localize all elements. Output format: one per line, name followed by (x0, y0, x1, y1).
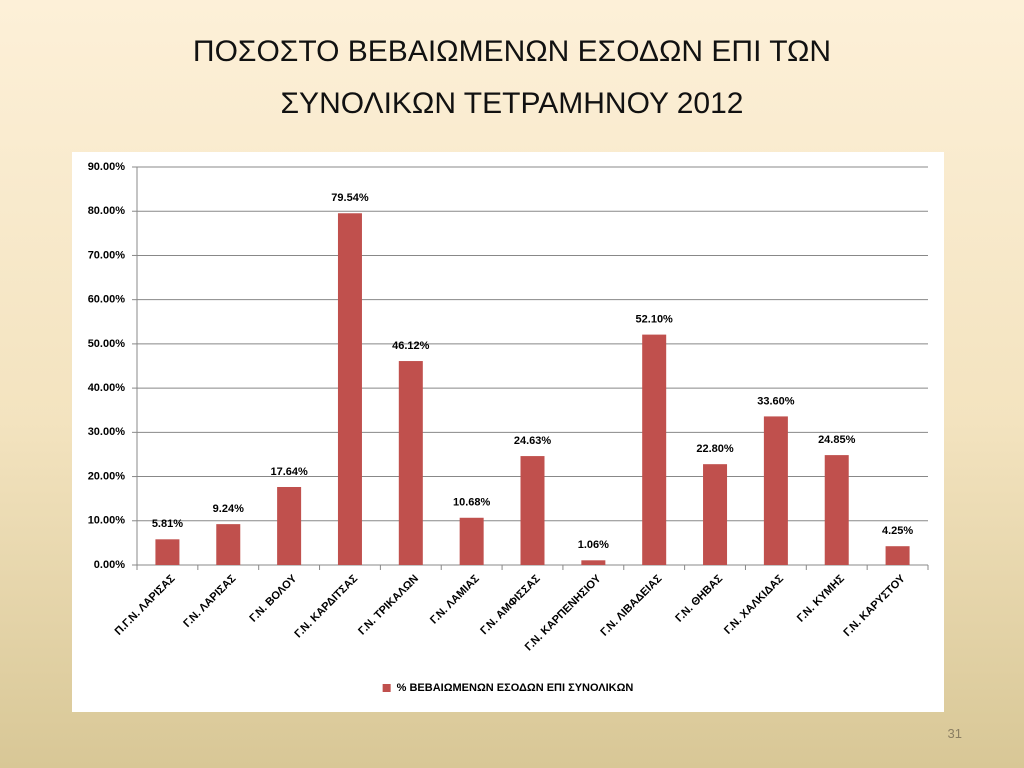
y-tick-label: 90.00% (88, 161, 126, 173)
bar (763, 416, 788, 565)
y-tick-label: 40.00% (88, 382, 126, 394)
y-tick-label: 0.00% (94, 559, 125, 571)
bar (216, 524, 241, 565)
bar (520, 456, 545, 565)
bar (398, 361, 423, 565)
slide-number: 31 (947, 726, 962, 741)
y-tick-label: 10.00% (88, 515, 126, 527)
bar (642, 334, 667, 565)
data-label: 24.85% (818, 434, 856, 446)
legend-swatch (382, 684, 391, 692)
data-label: 79.54% (331, 192, 369, 204)
bar (581, 560, 606, 565)
bar (155, 539, 180, 565)
data-label: 52.10% (636, 314, 674, 326)
data-label: 1.06% (578, 539, 609, 551)
data-label: 22.80% (696, 443, 734, 455)
data-label: 24.63% (514, 435, 552, 447)
y-tick-label: 50.00% (88, 338, 126, 350)
bar (337, 213, 362, 565)
bar (277, 486, 302, 565)
y-tick-label: 30.00% (88, 426, 126, 438)
y-tick-label: 20.00% (88, 470, 126, 482)
legend-label: % ΒΕΒΑΙΩΜΕΝΩΝ ΕΣΟΔΩΝ ΕΠΙ ΣΥΝΟΛΙΚΩΝ (397, 682, 634, 694)
bar (703, 464, 728, 565)
bar (885, 546, 910, 565)
bar (459, 517, 484, 565)
slide-title: ΠΟΣΟΣΤΟ ΒΕΒΑΙΩΜΕΝΩΝ ΕΣΟΔΩΝ ΕΠΙ ΤΩΝ ΣΥΝΟΛ… (192, 35, 832, 120)
y-tick-label: 60.00% (88, 294, 126, 306)
data-label: 4.25% (882, 525, 913, 537)
data-label: 17.64% (270, 466, 308, 478)
data-label: 33.60% (757, 395, 795, 407)
data-label: 46.12% (392, 340, 430, 352)
y-tick-label: 70.00% (88, 249, 126, 261)
data-label: 9.24% (213, 503, 244, 515)
y-tick-label: 80.00% (88, 205, 126, 217)
data-label: 5.81% (152, 518, 183, 530)
data-label: 10.68% (453, 497, 491, 509)
bar (824, 455, 849, 565)
